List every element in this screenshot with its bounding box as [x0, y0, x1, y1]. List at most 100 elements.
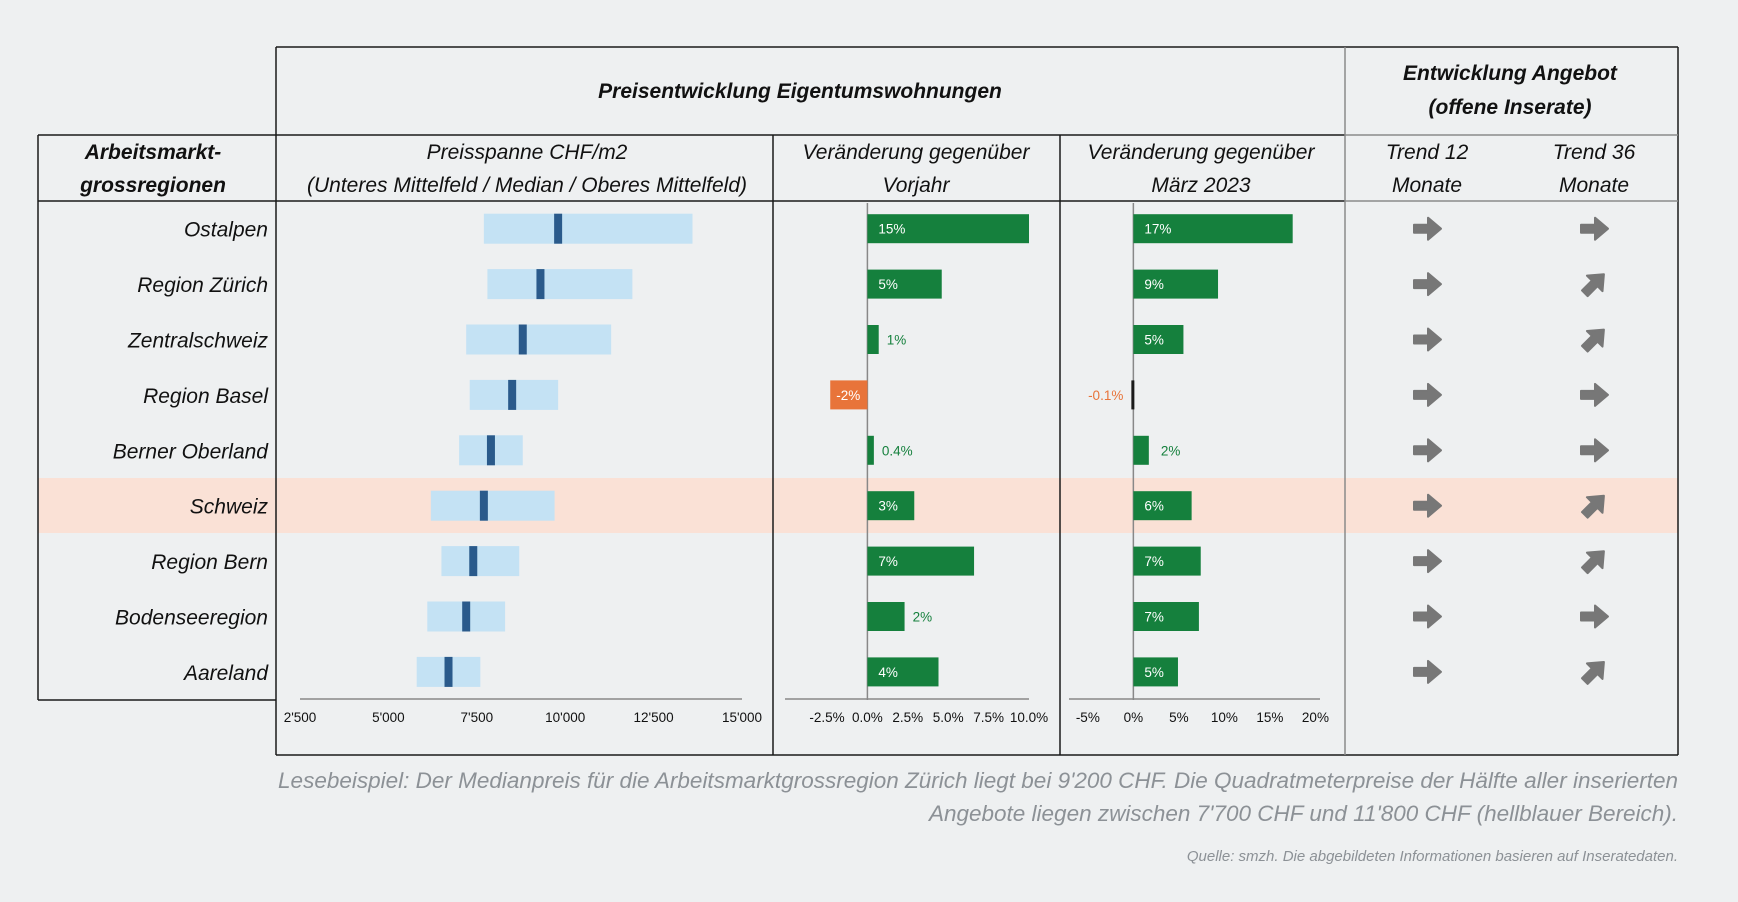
since-bar-aareland [1133, 657, 1178, 687]
since-tick-label-0: -5% [1076, 710, 1100, 725]
median-marker-berner-oberland [486, 435, 495, 466]
region-label-region-basel: Region Basel [143, 385, 269, 408]
since-label-region-basel: -0.1% [1088, 388, 1123, 403]
region-label-zentralschweiz: Zentralschweiz [127, 330, 269, 353]
since-label-berner-oberland: 2% [1161, 443, 1181, 458]
since-label-schweiz: 6% [1144, 499, 1164, 514]
region-label-bodenseeregion: Bodenseeregion [115, 607, 268, 630]
trend36-arrow-icon-bodenseeregion [1580, 604, 1609, 629]
yoy-bar-ostalpen [867, 214, 1029, 244]
since-bar-bodenseeregion [1133, 602, 1199, 631]
since-label-bodenseeregion: 7% [1144, 610, 1164, 625]
trend36-arrow-icon-schweiz [1580, 494, 1605, 519]
range-bar-region-zuerich [487, 269, 633, 300]
yoy-label-bodenseeregion: 2% [913, 610, 933, 625]
trend12-arrow-icon-region-basel [1413, 382, 1442, 407]
supply-frame [1344, 47, 1678, 755]
region-label-ostalpen: Ostalpen [184, 219, 268, 242]
median-marker-ostalpen [554, 213, 563, 244]
table-frame [37, 46, 1679, 756]
trend36-arrow-icon-berner-oberland [1580, 438, 1609, 463]
since-bar-region-zuerich [1133, 269, 1219, 299]
since-label-region-zuerich: 9% [1144, 277, 1164, 292]
trend36-arrow-icon-region-zuerich [1580, 273, 1605, 298]
trend12-arrow-icon-region-bern [1413, 549, 1442, 574]
trend36-arrow-icon-region-bern [1580, 550, 1605, 575]
trend36-arrow-icon-aareland [1580, 661, 1605, 685]
median-marker-zentralschweiz [518, 324, 527, 355]
range-bar-zentralschweiz [466, 324, 612, 355]
since-bar-region-basel [1131, 380, 1135, 410]
supply-group-title-line1: Entwicklung Angebot [1403, 62, 1618, 85]
yoy-label-berner-oberland: 0.4% [882, 443, 913, 458]
range-bar-ostalpen [483, 213, 693, 244]
since-tick-label-4: 15% [1256, 710, 1283, 725]
since-bar-berner-oberland [1133, 435, 1149, 465]
since-tick-label-2: 5% [1169, 710, 1189, 725]
yoy-bar-bodenseeregion [867, 602, 905, 631]
yoy-label-aareland: 4% [878, 665, 898, 680]
yoy-tick-label-5: 10.0% [1010, 710, 1048, 725]
source-note: Quelle: smzh. Die abgebildeten Informati… [1186, 848, 1678, 865]
yoy-label-region-bern: 7% [878, 554, 898, 569]
yoy-label-region-basel: -2% [836, 388, 860, 403]
range-bar-schweiz [430, 490, 555, 521]
region-label-berner-oberland: Berner Oberland [113, 440, 270, 463]
trend12-arrow-icon-aareland [1413, 659, 1442, 684]
since-bar-ostalpen [1133, 214, 1293, 244]
yoy-bar-aareland [867, 657, 939, 687]
since-bar-region-bern [1133, 546, 1201, 576]
yoy-bar-berner-oberland [867, 435, 874, 465]
reading-example: Lesebeispiel: Der Medianpreis für die Ar… [278, 768, 1678, 826]
yoy-tick-label-1: 0.0% [852, 710, 883, 725]
range-header-line1: Preisspanne CHF/m2 [427, 141, 628, 164]
region-label-region-bern: Region Bern [151, 551, 268, 574]
since-header-line1: Veränderung gegenüber [1088, 141, 1316, 164]
yoy-header-line1: Veränderung gegenüber [803, 141, 1031, 164]
highlight-row-schweiz [38, 478, 1678, 533]
yoy-bar-zentralschweiz [867, 325, 879, 354]
yoy-bar-schweiz [867, 491, 915, 521]
since-label-ostalpen: 17% [1144, 222, 1171, 237]
trend36-arrow-icon-zentralschweiz [1580, 328, 1605, 353]
median-marker-region-bern [469, 546, 478, 577]
region-label-schweiz: Schweiz [190, 496, 269, 519]
region-label-aareland: Aareland [182, 662, 269, 685]
yoy-label-zentralschweiz: 1% [887, 333, 907, 348]
yoy-bar-region-zuerich [867, 269, 942, 299]
trend36-arrow-icon-region-basel [1580, 382, 1609, 407]
median-marker-region-zuerich [536, 269, 545, 300]
since-header-line2: März 2023 [1151, 174, 1251, 197]
since-bar-schweiz [1133, 491, 1192, 521]
since-bar-zentralschweiz [1133, 325, 1184, 354]
range-tick-label-2: 7'500 [460, 710, 493, 725]
yoy-bar-region-basel [830, 380, 868, 410]
yoy-header-line2: Vorjahr [883, 174, 951, 197]
since-tick-label-3: 10% [1211, 710, 1238, 725]
since-tick-label-1: 0% [1124, 710, 1144, 725]
range-tick-label-5: 15'000 [722, 710, 762, 725]
yoy-label-region-zuerich: 5% [878, 277, 898, 292]
trend12-arrow-icon-bodenseeregion [1413, 604, 1442, 629]
range-header-line2: (Unteres Mittelfeld / Median / Oberes Mi… [307, 174, 747, 197]
headers: Preisentwicklung Eigentumswohnungen Entw… [79, 62, 1636, 197]
yoy-tick-label-2: 2.5% [892, 710, 923, 725]
yoy-tick-label-4: 7.5% [973, 710, 1004, 725]
range-tick-label-0: 2'500 [284, 710, 317, 725]
yoy-label-schweiz: 3% [878, 499, 898, 514]
trend12-arrow-icon-ostalpen [1413, 216, 1442, 241]
price-group-title: Preisentwicklung Eigentumswohnungen [598, 80, 1002, 103]
trend36-arrow-icon-ostalpen [1580, 216, 1609, 241]
median-marker-schweiz [479, 490, 488, 521]
region-header-line1: Arbeitsmarkt- [84, 141, 222, 164]
supply-group-title-line2: (offene Inserate) [1429, 96, 1592, 119]
median-marker-region-basel [508, 379, 517, 410]
yoy-bar-region-bern [867, 546, 975, 576]
trend36-header-line1: Trend 36 [1553, 141, 1636, 164]
yoy-tick-label-3: 5.0% [933, 710, 964, 725]
since-label-aareland: 5% [1144, 665, 1164, 680]
range-bar-region-bern [441, 546, 520, 577]
trend12-arrow-icon-schweiz [1413, 493, 1442, 518]
